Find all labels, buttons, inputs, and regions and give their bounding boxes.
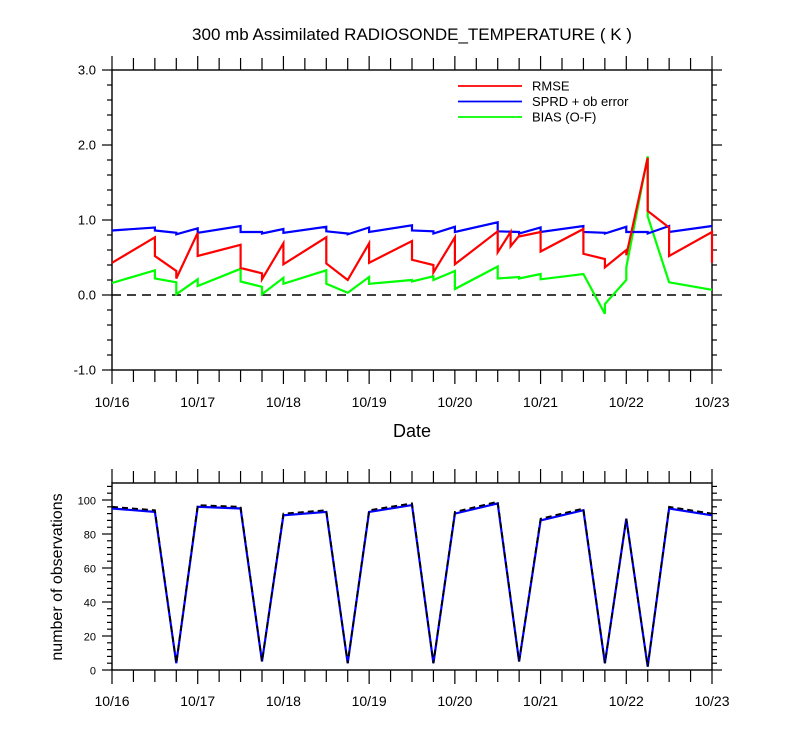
x-tick-label: 10/22	[609, 394, 644, 410]
x-axis-label: Date	[393, 421, 431, 441]
y-axis-label-observations: number of observations	[49, 493, 66, 660]
x-tick-label: 10/19	[352, 693, 387, 709]
x-tick-label: 10/21	[523, 394, 558, 410]
legend-label: RMSE	[532, 79, 570, 94]
chart-title: 300 mb Assimilated RADIOSONDE_TEMPERATUR…	[192, 25, 632, 44]
x-tick-label: 10/20	[437, 394, 472, 410]
y-tick-label: 1.0	[78, 213, 96, 228]
x-tick-label: 10/17	[180, 394, 215, 410]
x-tick-label: 10/18	[266, 394, 301, 410]
x-tick-label: 10/17	[180, 693, 215, 709]
series-line-observations-possible	[111, 500, 713, 667]
y-tick-label: 0	[90, 666, 96, 678]
series-line-bias-o-f	[111, 156, 713, 315]
y-tick-label: -1.0	[74, 363, 96, 378]
y-tick-label: 60	[84, 564, 96, 576]
bottom-panel: 0 20 40 60 80 100 10/16 10/17 10/18 10/19 10/20 10/…	[78, 469, 730, 709]
x-tick-label: 10/19	[352, 394, 387, 410]
legend-label: SPRD + ob error	[532, 94, 629, 109]
x-tick-label: 10/23	[694, 394, 729, 410]
y-tick-label: 100	[78, 496, 96, 508]
x-tick-label: 10/21	[523, 693, 558, 709]
x-tick-label: 10/18	[266, 693, 301, 709]
x-tick-label: 10/16	[94, 693, 129, 709]
y-tick-label: 3.0	[78, 63, 96, 78]
series-line-observations-assimilated	[111, 502, 713, 667]
x-tick-label: 10/22	[609, 693, 644, 709]
series-line-sprd-ob-error	[111, 220, 713, 236]
x-tick-label: 10/23	[694, 693, 729, 709]
y-tick-label: 40	[84, 598, 96, 610]
top-panel: -1.0 0.0 1.0 2.0 3.0 10/16 10/17 10/18 10/19 10/2…	[74, 56, 730, 410]
plot-frame	[111, 69, 713, 371]
legend-label: BIAS (O-F)	[532, 110, 596, 125]
y-tick-label: 0.0	[78, 288, 96, 303]
x-tick-label: 10/16	[94, 394, 129, 410]
y-tick-label: 20	[84, 632, 96, 644]
x-tick-label: 10/20	[437, 693, 472, 709]
y-tick-label: 2.0	[78, 138, 96, 153]
y-tick-label: 80	[84, 530, 96, 542]
series-line-rmse	[111, 157, 714, 284]
